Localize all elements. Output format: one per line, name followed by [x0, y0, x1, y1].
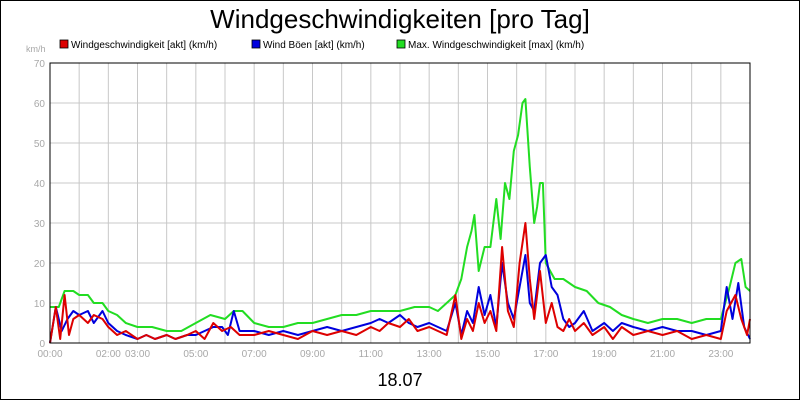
y-tick-label: 30 [34, 219, 46, 230]
legend-label-max: Max. Windgeschwindigkeit [max] (km/h) [408, 40, 584, 51]
series-line-0 [50, 98, 751, 332]
x-tick-label: 13:00 [417, 349, 442, 360]
x-tick-label: 21:00 [650, 349, 675, 360]
date-label: 18.07 [377, 370, 422, 390]
legend-swatch-boeen [251, 39, 261, 49]
x-tick-label: 15:00 [475, 349, 500, 360]
legend-label-boeen: Wind Böen [akt] (km/h) [263, 40, 365, 51]
plot-border [49, 62, 751, 344]
x-axis-ticks: 00:00 02:00 03:00 05:00 07:00 09:00 11:00 13:00… [37, 349, 733, 360]
y-tick-label: 40 [34, 179, 46, 190]
y-axis-ticks: 0 10 20 30 40 50 60 70 [34, 59, 46, 350]
x-tick-label: 09:00 [300, 349, 325, 360]
chart-title: Windgeschwindigkeiten [pro Tag] [210, 4, 590, 34]
y-axis-unit: km/h [26, 44, 46, 54]
y-tick-label: 70 [34, 59, 46, 70]
y-tick-label: 20 [34, 259, 46, 270]
legend-swatch-max [396, 39, 406, 49]
x-tick-label: 19:00 [592, 349, 617, 360]
legend-swatch-akt [59, 39, 69, 49]
series-lines [49, 98, 751, 344]
grid [49, 62, 751, 344]
y-tick-label: 10 [34, 299, 46, 310]
series-line-2 [49, 222, 751, 344]
y-tick-label: 60 [34, 99, 46, 110]
x-tick-label: 17:00 [533, 349, 558, 360]
x-tick-label: 23:00 [708, 349, 733, 360]
x-tick-label: 05:00 [183, 349, 208, 360]
legend: Windgeschwindigkeit [akt] (km/h) Wind Bö… [59, 39, 584, 51]
x-tick-label: 00:00 [37, 349, 62, 360]
y-tick-label: 50 [34, 139, 46, 150]
legend-label-akt: Windgeschwindigkeit [akt] (km/h) [71, 40, 217, 51]
y-tick-label: 0 [39, 339, 45, 350]
x-tick-label: 11:00 [359, 349, 384, 360]
x-tick-label: 07:00 [242, 349, 267, 360]
x-tick-label: 03:00 [125, 349, 150, 360]
x-tick-label: 02:00 [96, 349, 121, 360]
